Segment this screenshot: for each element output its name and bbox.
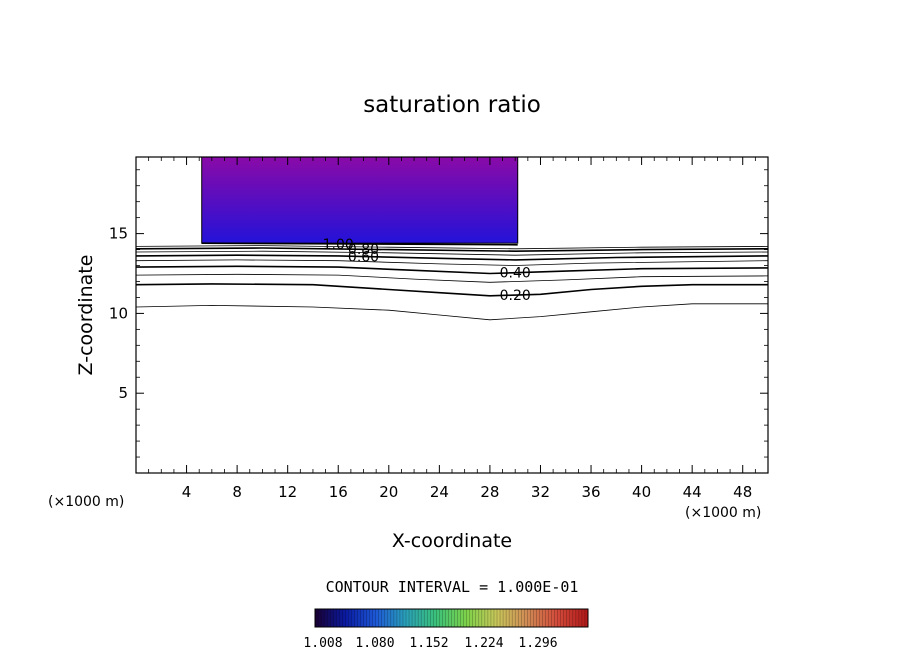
x-tick-label-1: 8 (232, 483, 242, 501)
colorbar-ticks: 1.008 1.080 1.152 1.224 1.296 (303, 636, 557, 651)
contour-line-3 (136, 265, 768, 275)
colorbar-tick-label-1: 1.080 (355, 636, 394, 651)
contour-line-8 (136, 245, 768, 250)
y-axis-label: Z-coordinate (75, 255, 97, 376)
contour-line-5 (136, 254, 768, 261)
y-axis-ticks: 5 10 15 (109, 169, 768, 458)
contour-label-1: 0.20 (500, 288, 531, 304)
contour-line-2 (136, 273, 768, 283)
contour-label-9: 1.00 (323, 237, 354, 253)
contour-label-7: 0.80 (348, 242, 379, 258)
x-tick-label-5: 24 (430, 483, 449, 501)
x-tick-label-9: 40 (632, 483, 651, 501)
x-axis-ticks: 4 8 12 16 20 24 28 32 36 40 44 48 (148, 157, 756, 501)
colorbar-tick-label-0: 1.008 (303, 636, 342, 651)
x-axis-label: X-coordinate (392, 530, 512, 552)
x-tick-label-6: 28 (480, 483, 499, 501)
x-unit-right: (×1000 m) (685, 505, 761, 521)
contour-line-7 (136, 247, 768, 253)
colorbar-hatching (314, 609, 589, 627)
contour-line-9 (201, 242, 518, 246)
y-tick-label-1: 10 (109, 304, 128, 322)
contour-labels: 0.20 0.40 0.600.801.00 (323, 237, 531, 304)
chart-title: saturation ratio (363, 92, 541, 118)
x-tick-label-7: 32 (531, 483, 550, 501)
contour-line-4 (136, 259, 768, 266)
x-tick-label-3: 16 (329, 483, 348, 501)
colorbar-tick-label-2: 1.152 (409, 636, 448, 651)
x-tick-label-10: 44 (683, 483, 702, 501)
contour-lines (136, 242, 768, 321)
y-tick-label-0: 5 (118, 384, 128, 402)
fill-region-rect (201, 157, 519, 244)
x-tick-label-2: 12 (278, 483, 297, 501)
y-tick-label-2: 15 (109, 225, 128, 243)
x-tick-label-8: 36 (581, 483, 600, 501)
contour-line-1 (136, 283, 768, 297)
contour-label-3: 0.40 (500, 266, 531, 282)
x-tick-label-0: 4 (182, 483, 192, 501)
contour-label-5: 0.60 (348, 250, 379, 266)
contour-line-0 (136, 303, 768, 321)
x-unit-left: (×1000 m) (48, 494, 124, 510)
colorbar-tick-label-4: 1.296 (518, 636, 557, 651)
contour-interval-text: CONTOUR INTERVAL = 1.000E-01 (326, 578, 579, 596)
contour-line-6 (136, 250, 768, 256)
colorbar-tick-label-3: 1.224 (464, 636, 503, 651)
saturation-fill-region (201, 157, 519, 244)
x-tick-label-4: 20 (379, 483, 398, 501)
x-tick-label-11: 48 (733, 483, 752, 501)
